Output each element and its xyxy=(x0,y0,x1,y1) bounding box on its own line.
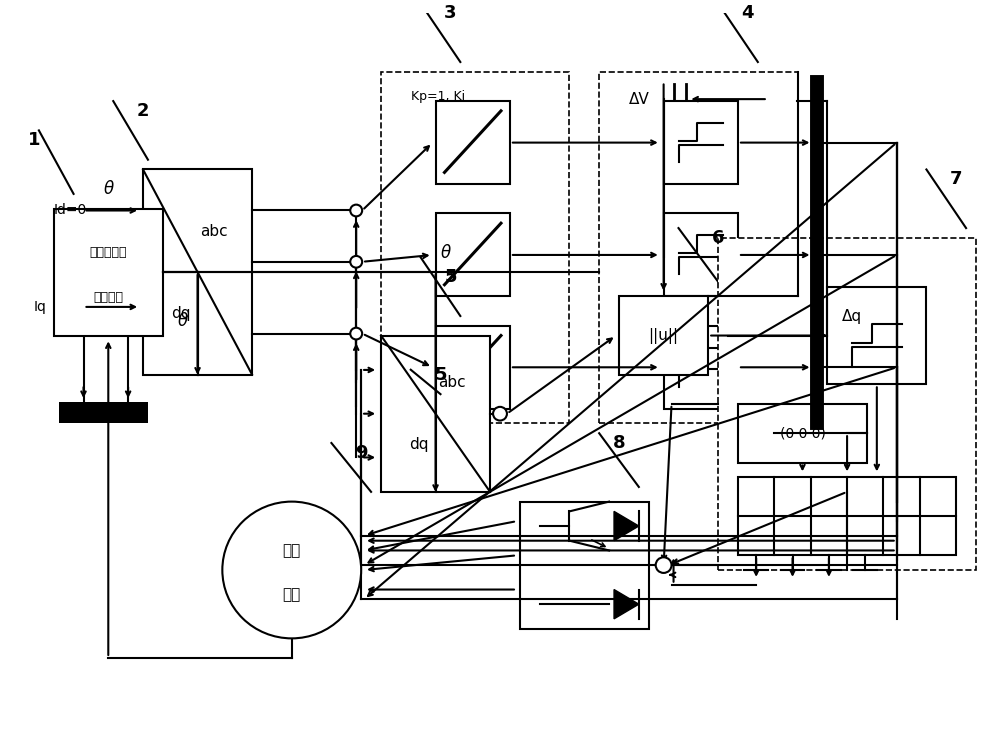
Text: 编码器速度: 编码器速度 xyxy=(90,247,127,259)
FancyBboxPatch shape xyxy=(738,404,867,463)
Circle shape xyxy=(493,406,507,421)
FancyBboxPatch shape xyxy=(664,101,738,184)
Text: 8: 8 xyxy=(613,434,625,452)
FancyBboxPatch shape xyxy=(436,101,510,184)
Text: dq: dq xyxy=(171,305,191,320)
FancyBboxPatch shape xyxy=(436,214,510,296)
Circle shape xyxy=(350,328,362,340)
Text: abc: abc xyxy=(438,375,466,390)
Text: 2: 2 xyxy=(137,102,149,120)
Text: ||u||: ||u|| xyxy=(649,328,679,344)
Text: abc: abc xyxy=(200,224,228,238)
Text: 5: 5 xyxy=(444,268,457,286)
Text: 三相: 三相 xyxy=(283,543,301,558)
Text: (0 0 0): (0 0 0) xyxy=(780,426,825,440)
FancyBboxPatch shape xyxy=(619,296,708,374)
FancyBboxPatch shape xyxy=(54,209,163,335)
Text: 7: 7 xyxy=(950,170,962,188)
FancyBboxPatch shape xyxy=(143,170,252,374)
Text: θ: θ xyxy=(178,312,188,330)
Text: 9: 9 xyxy=(355,444,367,462)
Circle shape xyxy=(222,502,361,638)
Text: 位置检测: 位置检测 xyxy=(93,291,123,304)
Circle shape xyxy=(350,205,362,216)
Text: 1: 1 xyxy=(28,131,40,149)
Circle shape xyxy=(656,557,672,573)
Polygon shape xyxy=(614,512,639,541)
FancyBboxPatch shape xyxy=(664,326,738,409)
Text: Iq: Iq xyxy=(34,300,47,314)
Text: ΔV: ΔV xyxy=(629,92,650,106)
Text: Id=0: Id=0 xyxy=(54,203,87,217)
Circle shape xyxy=(350,256,362,268)
Text: 3: 3 xyxy=(444,4,457,22)
Text: Δq: Δq xyxy=(842,308,862,323)
FancyBboxPatch shape xyxy=(520,502,649,628)
Text: 电机: 电机 xyxy=(283,587,301,602)
Text: 6: 6 xyxy=(712,229,724,247)
FancyBboxPatch shape xyxy=(59,402,148,424)
FancyBboxPatch shape xyxy=(738,477,956,555)
Text: 5: 5 xyxy=(434,365,447,383)
FancyBboxPatch shape xyxy=(827,286,926,385)
Text: dq: dq xyxy=(409,437,429,452)
FancyBboxPatch shape xyxy=(664,214,738,296)
Polygon shape xyxy=(614,590,639,619)
FancyBboxPatch shape xyxy=(718,238,976,570)
Text: θ: θ xyxy=(440,244,451,262)
Text: θ: θ xyxy=(103,180,113,198)
FancyBboxPatch shape xyxy=(436,326,510,409)
FancyBboxPatch shape xyxy=(381,335,490,492)
FancyBboxPatch shape xyxy=(599,72,798,424)
FancyBboxPatch shape xyxy=(381,72,569,424)
Text: 4: 4 xyxy=(742,4,754,22)
Text: Kp=1, Ki: Kp=1, Ki xyxy=(411,90,465,103)
